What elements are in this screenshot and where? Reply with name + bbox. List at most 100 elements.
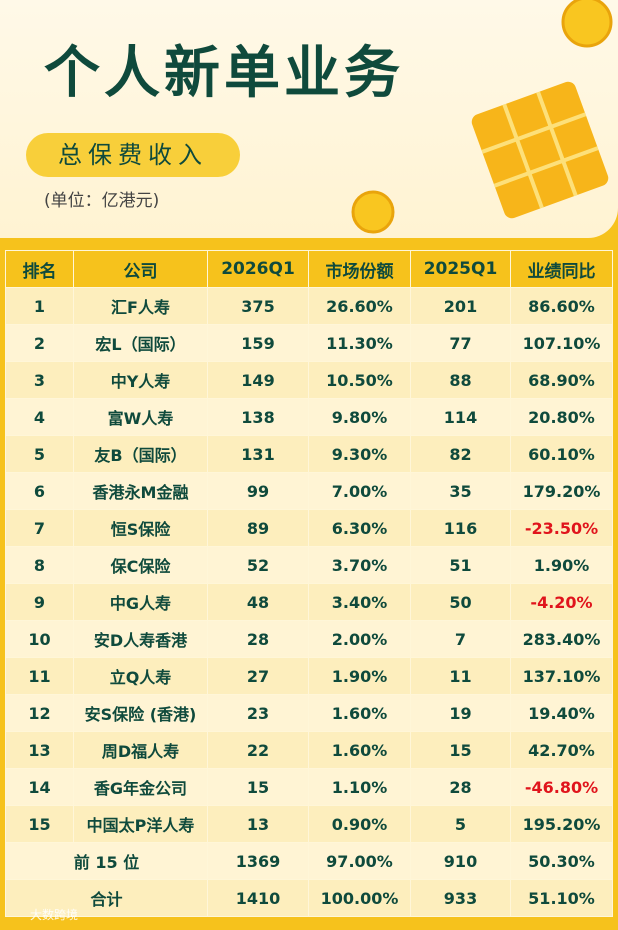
table-row: 7 恒S保险 89 6.30% 116 -23.50% — [5, 509, 613, 547]
table-cell: 159 — [207, 324, 309, 362]
table-cell: 安S保险 (香港) — [73, 694, 208, 732]
table-cell: 15 — [5, 805, 74, 843]
table-cell: 82 — [410, 435, 511, 473]
table-row: 11 立Q人寿 27 1.90% 11 137.10% — [5, 657, 613, 695]
table-cell: 88 — [410, 361, 511, 399]
table-cell: 15 — [410, 731, 511, 769]
table-cell: 宏L（国际） — [73, 324, 208, 362]
table-cell: 100.00% — [308, 879, 411, 917]
table-cell: 137.10% — [510, 657, 613, 695]
table-cell: 富W人寿 — [73, 398, 208, 436]
table-cell: 10 — [5, 620, 74, 658]
subtitle: 总保费收入 — [26, 133, 240, 177]
table-cell: 51 — [410, 546, 511, 584]
table-row: 8 保C保险 52 3.70% 51 1.90% — [5, 546, 613, 584]
table-cell: 汇F人寿 — [73, 287, 208, 325]
table-row: 9 中G人寿 48 3.40% 50 -4.20% — [5, 583, 613, 621]
column-header: 业绩同比 — [510, 250, 613, 288]
table-cell: 52 — [207, 546, 309, 584]
table-row: 5 友B（国际） 131 9.30% 82 60.10% — [5, 435, 613, 473]
table-cell: 0.90% — [308, 805, 411, 843]
table-cell: 中国太P洋人寿 — [73, 805, 208, 843]
table-row: 前 15 位 1369 97.00% 910 50.30% — [5, 842, 613, 880]
table-cell: 77 — [410, 324, 511, 362]
table-cell: 11 — [5, 657, 74, 695]
table-cell: 恒S保险 — [73, 509, 208, 547]
table-cell: 8 — [5, 546, 74, 584]
column-header: 2026Q1 — [207, 250, 309, 288]
table-cell: 周D福人寿 — [73, 731, 208, 769]
table-cell: 7.00% — [308, 472, 411, 510]
table-cell: -23.50% — [510, 509, 613, 547]
table-cell: 立Q人寿 — [73, 657, 208, 695]
table-cell: 114 — [410, 398, 511, 436]
table-cell: 1410 — [207, 879, 309, 917]
table-cell: 1.60% — [308, 731, 411, 769]
table-row: 10 安D人寿香港 28 2.00% 7 283.40% — [5, 620, 613, 658]
table-cell: 中Y人寿 — [73, 361, 208, 399]
table-cell: 375 — [207, 287, 309, 325]
column-header: 公司 — [73, 250, 208, 288]
table-row: 4 富W人寿 138 9.80% 114 20.80% — [5, 398, 613, 436]
table-row: 15 中国太P洋人寿 13 0.90% 5 195.20% — [5, 805, 613, 843]
table-cell: 35 — [410, 472, 511, 510]
table-row: 12 安S保险 (香港) 23 1.60% 19 19.40% — [5, 694, 613, 732]
table-cell: 131 — [207, 435, 309, 473]
table-cell: 前 15 位 — [5, 842, 208, 880]
table-cell: 香港永M金融 — [73, 472, 208, 510]
unit: (单位：亿港元) — [44, 191, 160, 211]
table-cell: 1369 — [207, 842, 309, 880]
table-cell: 26.60% — [308, 287, 411, 325]
table-cell: 1.60% — [308, 694, 411, 732]
table-cell: 11.30% — [308, 324, 411, 362]
table-cell: 5 — [410, 805, 511, 843]
table-row: 6 香港永M金融 99 7.00% 35 179.20% — [5, 472, 613, 510]
column-header: 排名 — [5, 250, 74, 288]
table-cell: 116 — [410, 509, 511, 547]
table-cell: 910 — [410, 842, 511, 880]
table-cell: 9.30% — [308, 435, 411, 473]
table-cell: 933 — [410, 879, 511, 917]
table-cell: 283.40% — [510, 620, 613, 658]
table-cell: 48 — [207, 583, 309, 621]
table-cell: 12 — [5, 694, 74, 732]
table-cell: 7 — [5, 509, 74, 547]
table-cell: 1 — [5, 287, 74, 325]
table-cell: 42.70% — [510, 731, 613, 769]
table-cell: 97.00% — [308, 842, 411, 880]
table-cell: 50.30% — [510, 842, 613, 880]
table-cell: 3.40% — [308, 583, 411, 621]
table-row: 1 汇F人寿 375 26.60% 201 86.60% — [5, 287, 613, 325]
header-row: 排名 公司 2026Q1 市场份额 2025Q1 业绩同比 — [5, 250, 613, 288]
table-cell: 179.20% — [510, 472, 613, 510]
table-cell: 201 — [410, 287, 511, 325]
table-cell: 107.10% — [510, 324, 613, 362]
table-cell: 195.20% — [510, 805, 613, 843]
table-cell: 138 — [207, 398, 309, 436]
table-cell: 3 — [5, 361, 74, 399]
table-row: 2 宏L（国际） 159 11.30% 77 107.10% — [5, 324, 613, 362]
table-cell: 7 — [410, 620, 511, 658]
table-cell: 10.50% — [308, 361, 411, 399]
table-cell: 51.10% — [510, 879, 613, 917]
table-cell: -4.20% — [510, 583, 613, 621]
table-cell: 86.60% — [510, 287, 613, 325]
watermark: 大数跨境 — [30, 908, 79, 922]
table-cell: -46.80% — [510, 768, 613, 806]
table-cell: 2.00% — [308, 620, 411, 658]
table-cell: 6 — [5, 472, 74, 510]
table-cell: 1.10% — [308, 768, 411, 806]
table-cell: 22 — [207, 731, 309, 769]
table-cell: 15 — [207, 768, 309, 806]
table-row: 3 中Y人寿 149 10.50% 88 68.90% — [5, 361, 613, 399]
table-cell: 68.90% — [510, 361, 613, 399]
table-row: 13 周D福人寿 22 1.60% 15 42.70% — [5, 731, 613, 769]
column-header: 市场份额 — [308, 250, 411, 288]
table-cell: 20.80% — [510, 398, 613, 436]
table-cell: 安D人寿香港 — [73, 620, 208, 658]
table-cell: 4 — [5, 398, 74, 436]
table: 排名 公司 2026Q1 市场份额 2025Q1 业绩同比 1 汇F人寿 375 26.60% 2… — [5, 250, 613, 917]
table-cell: 香G年金公司 — [73, 768, 208, 806]
table-cell: 11 — [410, 657, 511, 695]
